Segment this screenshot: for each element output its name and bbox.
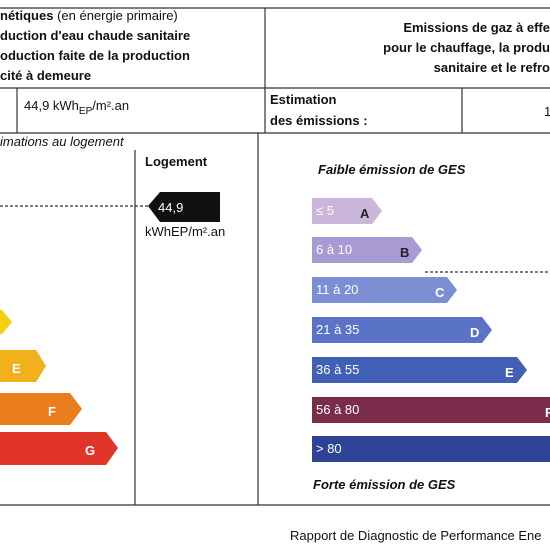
ges-range: > 80 xyxy=(316,441,342,456)
header-line: duction d'eau chaude sanitaire xyxy=(0,28,190,43)
ges-letter: A xyxy=(360,206,370,221)
ges-range: 6 à 10 xyxy=(316,242,352,257)
header-line: oduction faite de la production xyxy=(0,48,190,63)
energy-bar xyxy=(0,432,118,465)
energy-letter: G xyxy=(85,443,95,458)
ges-letter: B xyxy=(400,245,409,260)
header-line: pour le chauffage, la produ xyxy=(383,40,550,55)
energy-bar xyxy=(0,310,12,334)
marker-label: Logement xyxy=(145,154,208,169)
ges-top: Faible émission de GES xyxy=(318,162,466,177)
estimation-label: des émissions : xyxy=(270,113,368,128)
header-left: nétiques (en énergie primaire) xyxy=(0,8,178,23)
marker-value: 44,9 xyxy=(158,200,183,215)
ges-range: 56 à 80 xyxy=(316,402,359,417)
energy-letter: E xyxy=(12,361,21,376)
energy-bar xyxy=(0,350,46,382)
footer: Rapport de Diagnostic de Performance Ene xyxy=(290,528,541,543)
ges-range: 11 à 20 xyxy=(316,282,358,297)
ges-bottom: Forte émission de GES xyxy=(313,477,456,492)
estimation-value: 1 xyxy=(544,104,550,119)
ges-letter: D xyxy=(470,325,479,340)
marker-unit: kWhEP/m².an xyxy=(145,224,225,239)
header-line: Emissions de gaz à effe xyxy=(403,20,550,35)
ges-bar xyxy=(312,277,457,303)
consumption-unit: /m².an xyxy=(92,98,129,113)
estimation-label: Estimation xyxy=(270,92,337,107)
ges-letter: F xyxy=(545,405,550,420)
header-bold: nétiques xyxy=(0,8,53,23)
ges-bar xyxy=(312,436,550,462)
ges-letter: E xyxy=(505,365,514,380)
header-normal: (en énergie primaire) xyxy=(57,8,178,23)
header-line: cité à demeure xyxy=(0,68,91,83)
ges-letter: C xyxy=(435,285,445,300)
consumption-value: 44,9 kWh xyxy=(24,98,79,113)
energy-letter: F xyxy=(48,404,56,419)
header-line: sanitaire et le refro xyxy=(434,60,550,75)
consumption: 44,9 kWhEP/m².an xyxy=(24,98,129,117)
ges-bar xyxy=(312,317,492,343)
marker-arrow xyxy=(148,192,220,222)
note: imations au logement xyxy=(0,134,125,149)
ges-bar xyxy=(312,237,422,263)
ges-range: ≤ 5 xyxy=(316,203,334,218)
ges-bar xyxy=(312,198,382,224)
energy-bar xyxy=(0,393,82,425)
consumption-sub: EP xyxy=(79,106,93,117)
ges-range: 21 à 35 xyxy=(316,322,359,337)
ges-bar xyxy=(312,397,550,423)
ges-range: 36 à 55 xyxy=(316,362,359,377)
ges-bar xyxy=(312,357,527,383)
